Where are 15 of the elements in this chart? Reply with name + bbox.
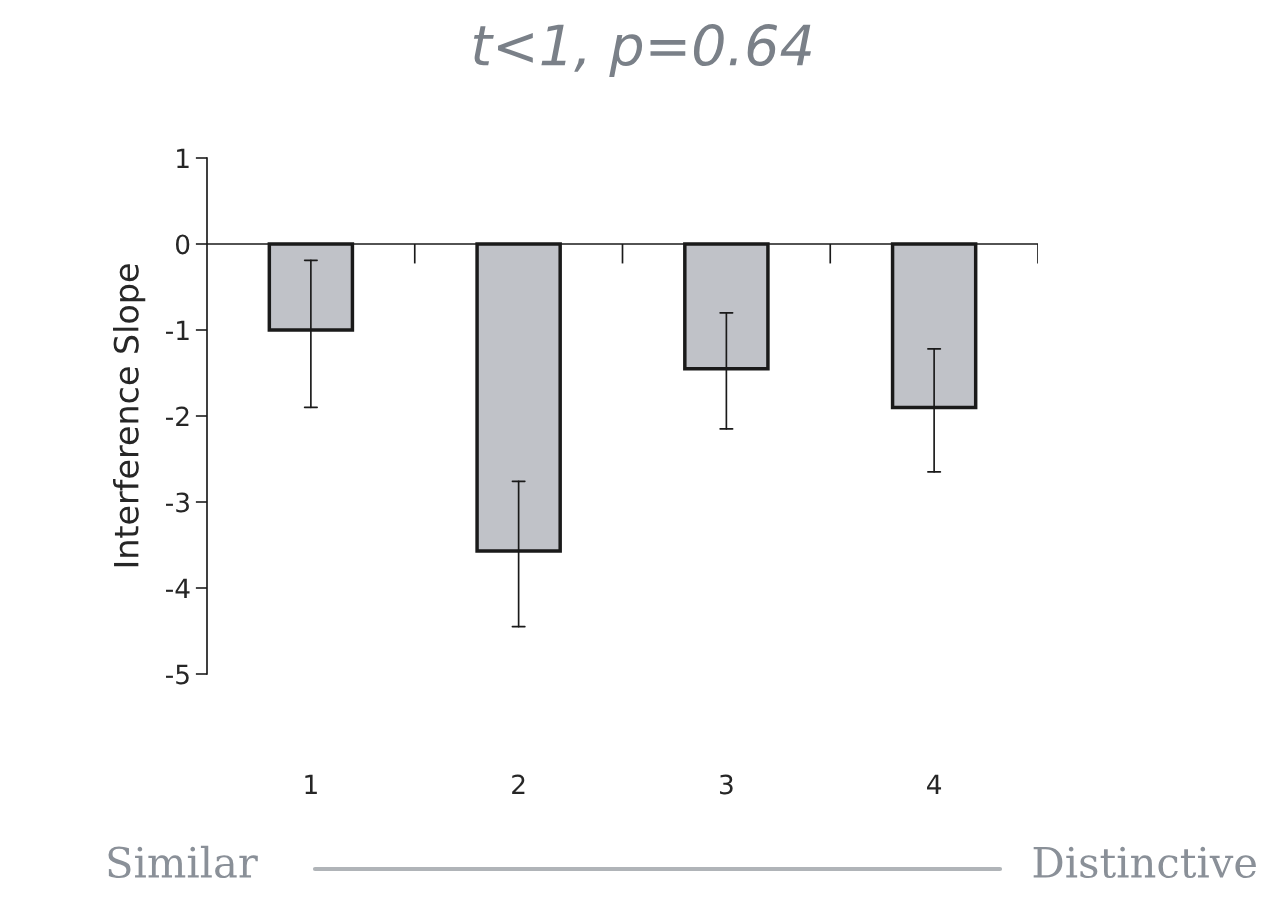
x-tick-label: 2 xyxy=(512,774,525,795)
text: Distinctive xyxy=(1033,846,1256,879)
y-tick-label: -4 xyxy=(166,578,190,599)
y-tick-label: -1 xyxy=(166,320,189,341)
x-tick-label: 4 xyxy=(927,774,942,795)
y-tick-label: -5 xyxy=(166,664,189,685)
y-tick-label: 0 xyxy=(175,234,190,255)
y-tick-label: -3 xyxy=(166,492,189,513)
chart-title: t<1, p=0.64 xyxy=(473,24,811,77)
y-axis-title: Interference Slope xyxy=(113,264,146,567)
y-tick-label: 1 xyxy=(177,148,189,169)
x-tick-label: 3 xyxy=(719,774,733,795)
text: Similar xyxy=(108,845,258,879)
x-tick-label: 1 xyxy=(305,774,317,795)
y-tick-label: -2 xyxy=(166,406,189,427)
